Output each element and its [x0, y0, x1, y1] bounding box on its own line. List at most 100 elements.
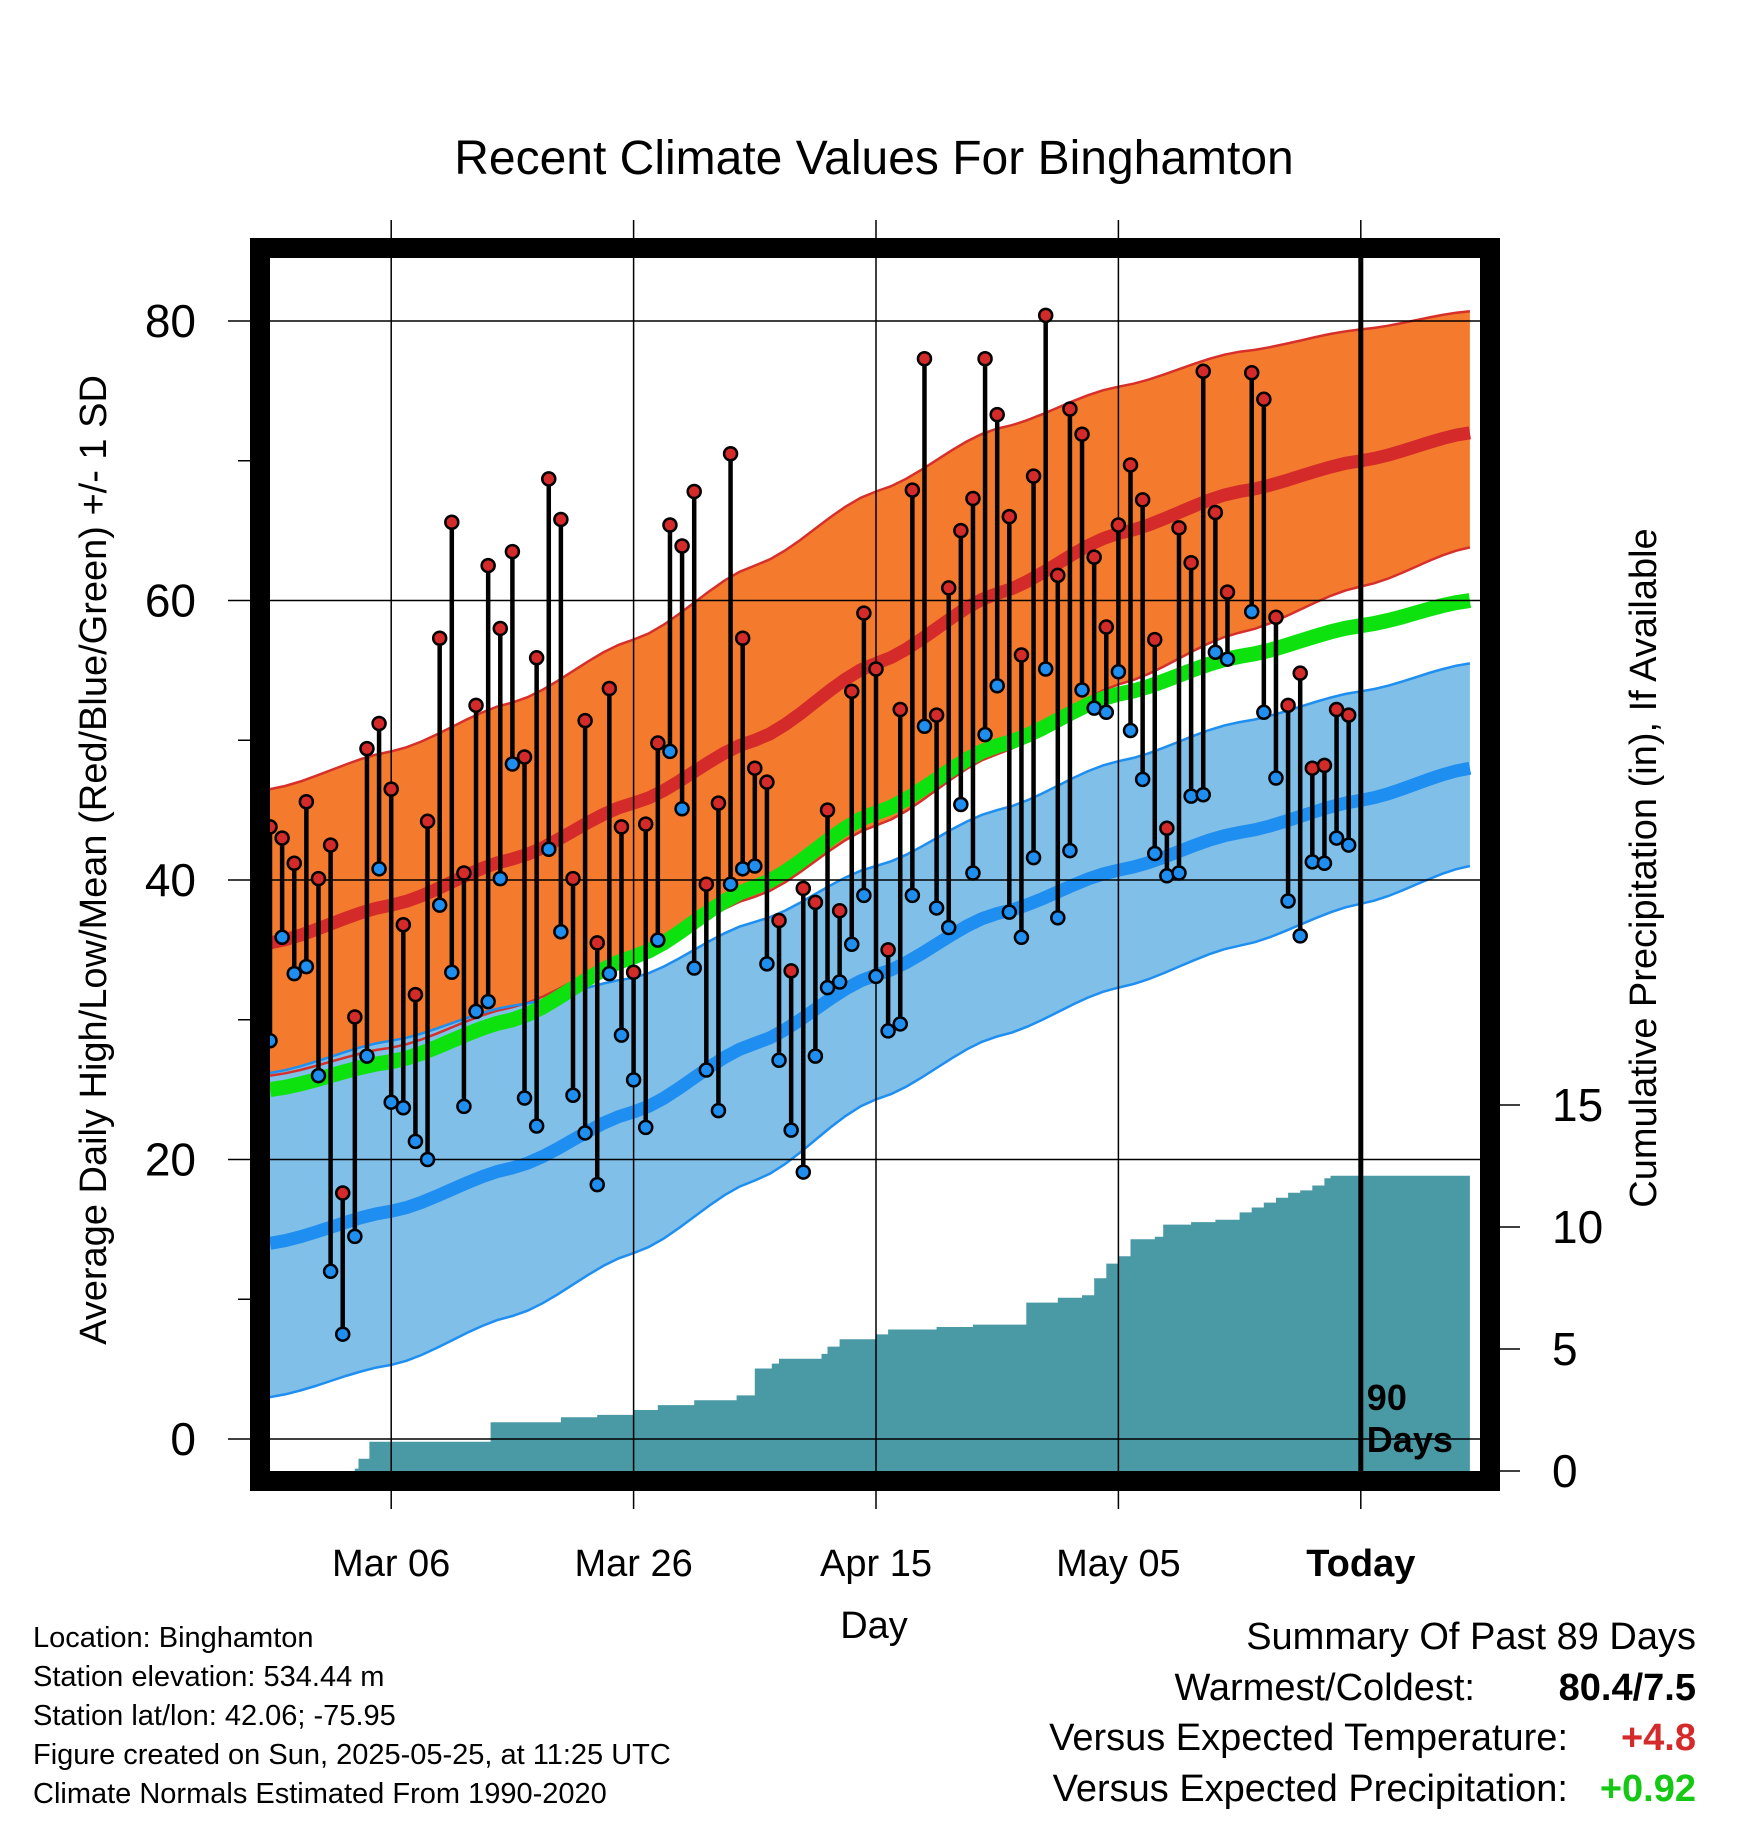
daily-low-point: [589, 1176, 605, 1193]
daily-high-point: [1001, 508, 1018, 525]
daily-low-point: [1062, 842, 1078, 859]
y-tick-label-left: 20: [145, 1134, 196, 1186]
daily-high-point: [347, 1009, 363, 1025]
daily-high-point: [419, 813, 436, 830]
y-tick-label-right: 10: [1552, 1201, 1603, 1253]
daily-high-point: [334, 1185, 351, 1201]
daily-low-point: [1171, 865, 1187, 881]
daily-low-point: [468, 1003, 484, 1020]
daily-low-point: [953, 796, 969, 813]
daily-low-point: [541, 841, 557, 858]
daily-high-point: [916, 350, 933, 367]
daily-low-point: [880, 1023, 896, 1039]
daily-low-point: [383, 1094, 399, 1110]
warmest-label: Warmest/Coldest:: [1174, 1667, 1475, 1709]
daily-low-point: [807, 1048, 824, 1064]
daily-low-point: [965, 865, 981, 881]
daily-low-point: [347, 1228, 363, 1245]
daily-high-point: [625, 964, 642, 980]
daily-low-point: [650, 932, 666, 948]
daily-low-point: [565, 1087, 581, 1103]
daily-high-point: [1110, 517, 1127, 533]
daily-low-point: [1001, 904, 1018, 920]
daily-high-point: [1219, 584, 1236, 600]
location-text: Location: Binghamton: [33, 1622, 314, 1654]
daily-high-point: [1243, 364, 1260, 381]
daily-high-point: [650, 735, 666, 751]
daily-high-point: [1292, 665, 1308, 681]
today-days-label: Days: [1367, 1419, 1453, 1460]
daily-low-point: [1050, 909, 1066, 926]
daily-high-point: [686, 483, 702, 500]
daily-low-point: [310, 1067, 327, 1084]
daily-high-point: [674, 538, 690, 554]
daily-high-point: [383, 781, 399, 797]
daily-high-point: [1074, 426, 1090, 442]
daily-high-point: [1316, 757, 1333, 774]
precip-anomaly-label: Versus Expected Precipitation:: [1052, 1768, 1568, 1810]
daily-high-point: [1025, 468, 1042, 484]
y-tick-label-left: 60: [145, 575, 196, 627]
daily-high-point: [1050, 567, 1066, 584]
daily-low-point: [359, 1048, 375, 1064]
daily-high-point: [431, 630, 448, 646]
daily-high-point: [1280, 697, 1296, 714]
daily-low-point: [674, 800, 690, 817]
daily-low-point: [783, 1122, 799, 1138]
daily-high-point: [322, 837, 339, 853]
daily-low-point: [1195, 787, 1211, 803]
daily-high-point: [710, 795, 727, 811]
daily-low-point: [819, 979, 836, 996]
daily-low-point: [298, 958, 315, 975]
daily-high-point: [759, 774, 775, 790]
daily-high-point: [468, 697, 484, 714]
plot-clip-group: [270, 258, 1480, 1471]
elevation-text: Station elevation: 534.44 m: [33, 1661, 385, 1693]
daily-low-point: [407, 1133, 424, 1150]
daily-high-point: [1183, 555, 1199, 571]
daily-high-point: [953, 522, 969, 539]
daily-high-point: [359, 740, 375, 757]
daily-high-point: [1268, 609, 1284, 626]
daily-low-point: [928, 900, 945, 916]
y-tick-label-right: 0: [1552, 1445, 1578, 1497]
daily-high-point: [1159, 820, 1175, 837]
daily-high-point: [880, 942, 896, 958]
daily-high-point: [1328, 701, 1345, 718]
daily-low-point: [759, 956, 775, 972]
created-text: Figure created on Sun, 2025-05-25, at 11…: [33, 1739, 671, 1771]
daily-low-point: [1316, 855, 1333, 871]
daily-high-point: [1013, 647, 1030, 663]
daily-high-point: [819, 802, 836, 818]
daily-high-point: [868, 661, 884, 677]
daily-low-point: [698, 1062, 715, 1078]
daily-low-point: [613, 1027, 630, 1043]
daily-low-point: [516, 1090, 533, 1106]
daily-high-point: [722, 446, 739, 462]
daily-low-point: [1340, 837, 1357, 853]
daily-low-point: [492, 870, 509, 887]
daily-low-point: [916, 718, 933, 735]
daily-high-point: [1195, 363, 1211, 380]
x-tick-label: Apr 15: [820, 1543, 932, 1585]
y-axis-label-left: Average Daily High/Low/Mean (Red/Blue/Gr…: [73, 375, 115, 1345]
daily-low-point: [747, 858, 763, 874]
daily-low-point: [1122, 722, 1139, 739]
x-tick-label: Today: [1306, 1543, 1415, 1585]
daily-low-point: [771, 1052, 787, 1069]
daily-low-point: [371, 861, 387, 877]
daily-low-point: [577, 1125, 593, 1141]
daily-low-point: [734, 861, 751, 877]
today-days-label: 90: [1367, 1377, 1407, 1418]
daily-high-point: [844, 683, 860, 700]
daily-high-point: [480, 557, 496, 574]
daily-low-point: [831, 974, 848, 990]
normals-text: Climate Normals Estimated From 1990-2020: [33, 1778, 607, 1810]
daily-low-point: [334, 1326, 351, 1342]
plot-frame: [250, 238, 1500, 1491]
daily-high-point: [662, 517, 678, 533]
daily-high-point: [541, 471, 557, 487]
x-tick-label: May 05: [1056, 1543, 1181, 1585]
daily-high-point: [831, 902, 848, 919]
y-tick-label-right: 15: [1552, 1079, 1603, 1131]
